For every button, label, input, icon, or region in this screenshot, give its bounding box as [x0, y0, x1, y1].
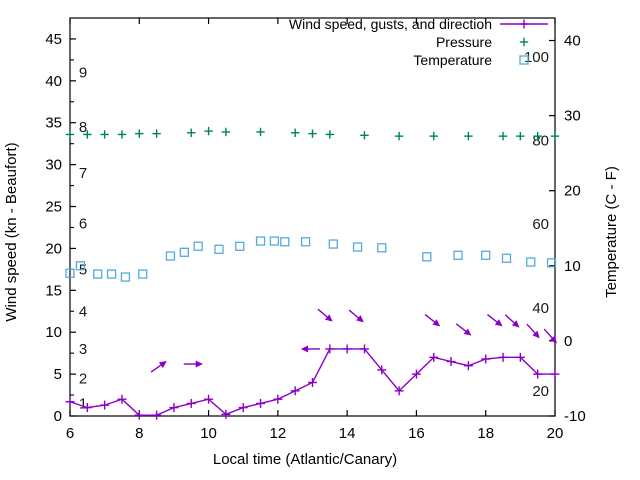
temperature-marker [377, 243, 387, 253]
fahrenheit-scale-label: 80 [532, 132, 549, 149]
y2-tick-label: -10 [564, 408, 586, 425]
plot-border [69, 17, 556, 417]
y-tick-label: 45 [45, 31, 62, 48]
x-tick-label: 8 [135, 425, 143, 442]
temperature-marker [214, 244, 224, 254]
x-tick-label: 18 [477, 425, 494, 442]
wind-direction-arrow [487, 313, 503, 327]
temperature-marker [165, 251, 176, 261]
wind-direction-arrow [348, 309, 364, 323]
temperature-marker [138, 269, 148, 279]
temperature-marker [269, 236, 280, 246]
temperature-marker [328, 239, 338, 249]
temperature-marker [75, 261, 86, 271]
y2-axis-title: Temperature (C - F) [603, 166, 620, 298]
wind-direction-arrow [543, 328, 558, 344]
y2-tick-label: 10 [564, 258, 581, 275]
temperature-marker [546, 258, 557, 268]
beaufort-scale-label: 1 [79, 395, 87, 412]
temperature-marker [526, 257, 536, 267]
fahrenheit-scale-label: 20 [532, 383, 549, 400]
y2-tick-label: 40 [564, 33, 581, 50]
beaufort-scale-label: 9 [79, 64, 87, 81]
temperature-marker [179, 247, 189, 257]
beaufort-scale-label: 4 [79, 303, 87, 320]
wind-direction-arrow [526, 323, 540, 339]
y-tick-label: 40 [45, 73, 62, 90]
legend-label-1: Pressure [436, 34, 492, 50]
beaufort-scale-label: 7 [79, 165, 87, 182]
temperature-marker [481, 250, 491, 260]
temperature-marker [193, 241, 203, 251]
fahrenheit-scale-label: 40 [532, 300, 549, 317]
wind-direction-arrow [183, 360, 203, 368]
y-tick-label: 25 [45, 199, 62, 216]
temperature-marker [235, 241, 245, 251]
x-tick-label: 16 [408, 425, 425, 442]
temperature-marker [453, 250, 463, 260]
legend-label-0: Wind speed, gusts, and direction [289, 16, 492, 32]
x-tick-label: 12 [270, 425, 287, 442]
y-tick-label: 30 [45, 157, 62, 174]
temperature-marker [106, 269, 117, 279]
y-tick-label: 0 [54, 408, 62, 425]
temperature-marker [352, 242, 363, 252]
temperature-marker [422, 252, 432, 262]
x-tick-label: 10 [200, 425, 217, 442]
beaufort-scale-label: 6 [79, 215, 87, 232]
y-tick-label: 35 [45, 115, 62, 132]
wind-direction-arrow [150, 360, 167, 373]
x-tick-label: 14 [339, 425, 356, 442]
wind-direction-arrow [424, 313, 441, 327]
y-tick-label: 20 [45, 240, 62, 257]
wind-direction-arrow [455, 323, 472, 336]
fahrenheit-scale-label: 100 [524, 49, 549, 66]
wind-direction-arrow [504, 314, 520, 328]
legend-label-2: Temperature [413, 52, 492, 68]
wind-direction-arrow [317, 308, 333, 322]
x-tick-label: 20 [547, 425, 564, 442]
x-axis-title: Local time (Atlantic/Canary) [213, 451, 397, 468]
y2-tick-label: 0 [564, 333, 572, 350]
y2-tick-label: 30 [564, 108, 581, 125]
temperature-marker [93, 269, 103, 279]
beaufort-scale-label: 8 [79, 119, 87, 136]
x-tick-label: 6 [66, 425, 74, 442]
y-tick-label: 10 [45, 324, 62, 341]
temperature-marker [300, 237, 311, 247]
y2-tick-label: 20 [564, 183, 581, 200]
temperature-marker [501, 253, 512, 263]
y-axis-title: Wind speed (kn - Beaufort) [3, 142, 20, 321]
beaufort-scale-label: 2 [79, 370, 87, 387]
temperature-marker [280, 237, 290, 247]
y-tick-label: 15 [45, 282, 62, 299]
y-tick-label: 5 [54, 366, 62, 383]
wind-direction-arrow [300, 345, 321, 353]
legend-marker-2 [519, 55, 529, 65]
temperature-marker [255, 236, 266, 246]
temperature-marker [120, 272, 131, 282]
temperature-marker [65, 268, 75, 278]
beaufort-scale-label: 3 [79, 341, 87, 358]
fahrenheit-scale-label: 60 [532, 216, 549, 233]
